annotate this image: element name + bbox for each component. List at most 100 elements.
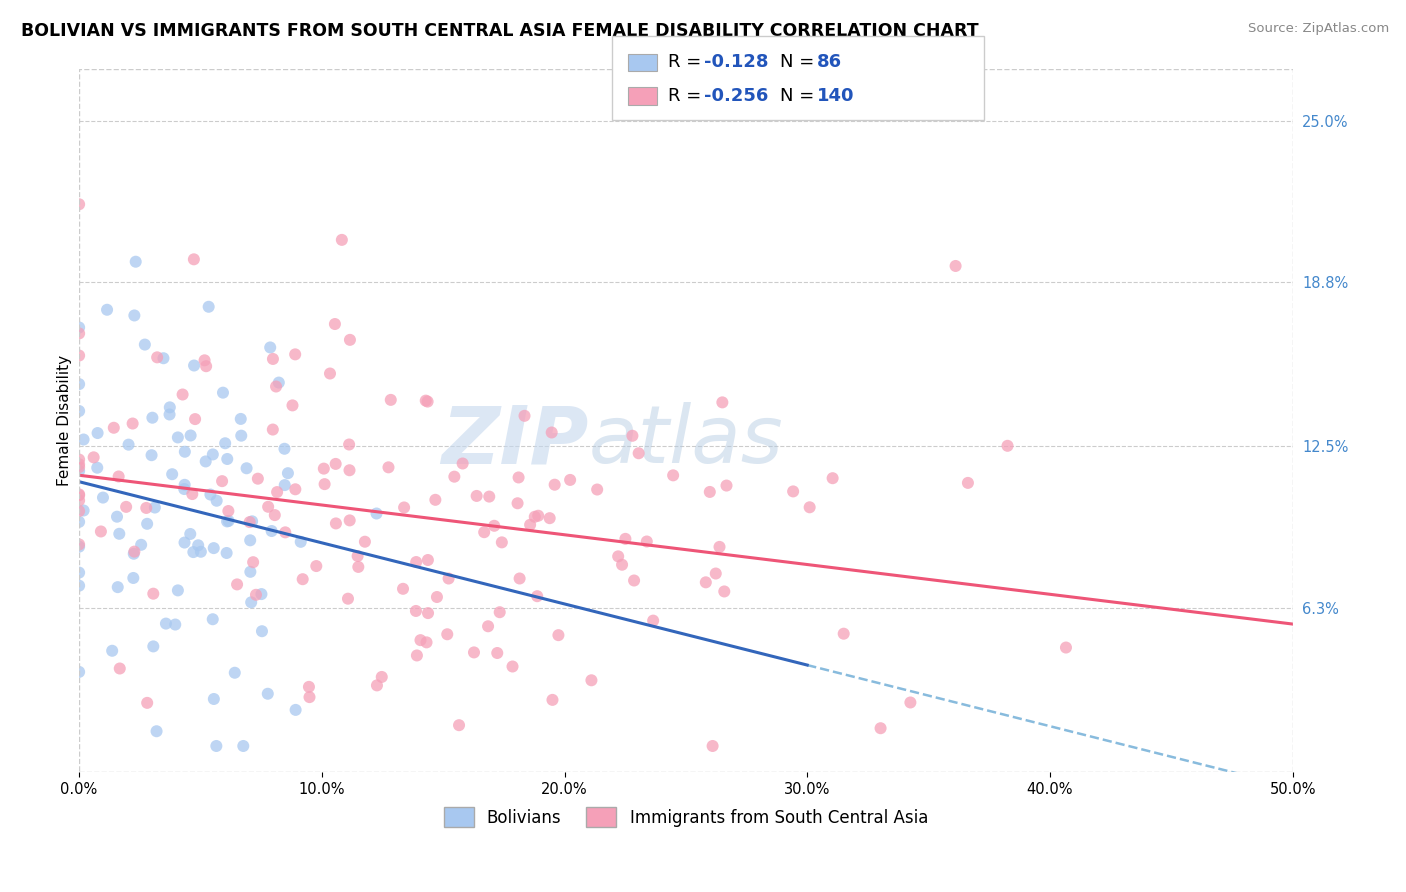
Point	[704, 566, 727, 581]
Point	[513, 409, 536, 423]
Point	[484, 518, 506, 533]
Point	[436, 627, 458, 641]
Point	[183, 545, 205, 559]
Point	[152, 351, 174, 366]
Point	[711, 395, 734, 409]
Point	[129, 538, 152, 552]
Point	[527, 508, 550, 523]
Point	[472, 525, 495, 540]
Point	[406, 648, 429, 663]
Text: Source: ZipAtlas.com: Source: ZipAtlas.com	[1249, 22, 1389, 36]
Point	[239, 565, 262, 579]
Point	[558, 473, 581, 487]
Point	[91, 491, 114, 505]
Point	[465, 489, 488, 503]
Point	[702, 739, 724, 753]
Point	[159, 408, 181, 422]
Point	[709, 540, 731, 554]
Point	[212, 385, 235, 400]
Point	[108, 661, 131, 675]
Point	[519, 517, 541, 532]
Y-axis label: Female Disability: Female Disability	[58, 355, 72, 486]
Point	[226, 577, 249, 591]
Point	[67, 197, 90, 211]
Point	[782, 484, 804, 499]
Point	[621, 429, 644, 443]
Point	[463, 645, 485, 659]
Point	[371, 670, 394, 684]
Point	[245, 588, 267, 602]
Point	[900, 696, 922, 710]
Point	[240, 595, 263, 609]
Point	[67, 377, 90, 392]
Point	[173, 444, 195, 458]
Point	[312, 461, 335, 475]
Point	[86, 425, 108, 440]
Legend: Bolivians, Immigrants from South Central Asia: Bolivians, Immigrants from South Central…	[437, 800, 935, 834]
Point	[426, 590, 449, 604]
Point	[224, 665, 246, 680]
Text: R =: R =	[668, 54, 707, 71]
Point	[260, 524, 283, 538]
Point	[67, 515, 90, 529]
Text: N =: N =	[780, 54, 820, 71]
Point	[246, 472, 269, 486]
Point	[136, 516, 159, 531]
Point	[699, 485, 721, 500]
Text: -0.128: -0.128	[704, 54, 769, 71]
Point	[284, 347, 307, 361]
Text: R =: R =	[668, 87, 707, 105]
Point	[354, 534, 377, 549]
Point	[443, 469, 465, 483]
Point	[67, 537, 90, 551]
Point	[409, 633, 432, 648]
Point	[392, 500, 415, 515]
Point	[180, 428, 202, 442]
Point	[67, 320, 90, 334]
Point	[325, 457, 347, 471]
Point	[135, 500, 157, 515]
Point	[117, 437, 139, 451]
Point	[183, 252, 205, 267]
Point	[179, 527, 201, 541]
Point	[67, 452, 90, 467]
Point	[239, 533, 262, 548]
Point	[339, 333, 361, 347]
Point	[695, 575, 717, 590]
Point	[141, 448, 163, 462]
Point	[205, 493, 228, 508]
Point	[67, 404, 90, 418]
Point	[214, 436, 236, 450]
Point	[392, 582, 415, 596]
Point	[273, 442, 295, 456]
Point	[250, 624, 273, 639]
Point	[437, 572, 460, 586]
Point	[281, 398, 304, 412]
Point	[262, 423, 284, 437]
Point	[101, 644, 124, 658]
Point	[347, 560, 370, 574]
Point	[380, 392, 402, 407]
Point	[274, 525, 297, 540]
Point	[339, 463, 361, 477]
Point	[67, 493, 90, 508]
Point	[581, 673, 603, 688]
Point	[547, 628, 569, 642]
Point	[67, 487, 90, 501]
Point	[821, 471, 844, 485]
Point	[201, 612, 224, 626]
Point	[346, 549, 368, 563]
Point	[181, 487, 204, 501]
Point	[1054, 640, 1077, 655]
Point	[115, 500, 138, 514]
Point	[274, 478, 297, 492]
Point	[319, 367, 342, 381]
Point	[205, 739, 228, 753]
Point	[231, 428, 253, 442]
Text: ZIP: ZIP	[441, 402, 589, 481]
Point	[121, 417, 143, 431]
Point	[509, 572, 531, 586]
Point	[67, 349, 90, 363]
Point	[235, 461, 257, 475]
Text: atlas: atlas	[589, 402, 783, 481]
